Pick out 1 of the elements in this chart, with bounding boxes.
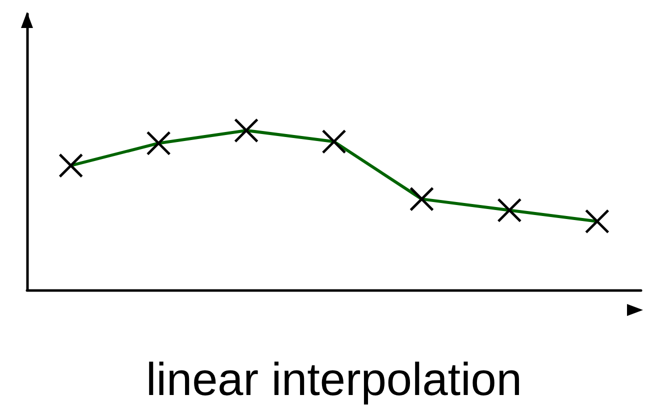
x-axis-title: linear interpolation xyxy=(146,353,522,405)
